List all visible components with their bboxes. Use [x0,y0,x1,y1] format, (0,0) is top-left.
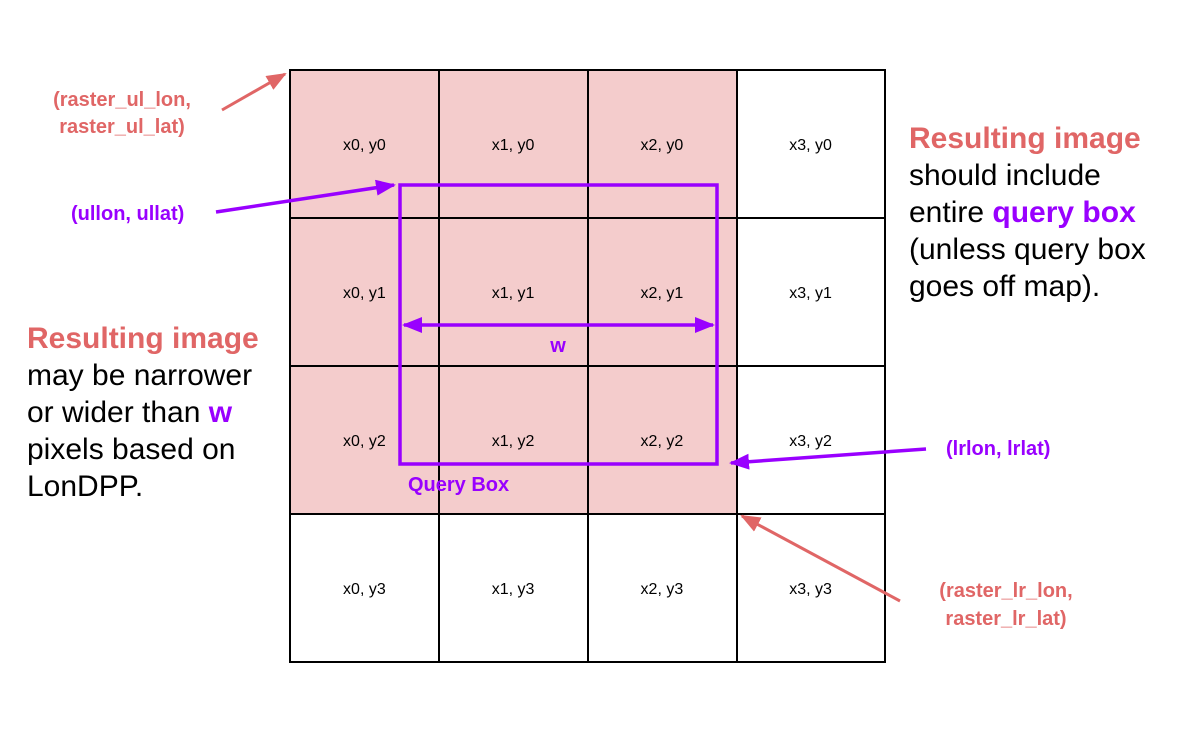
raster-ul-label-line2: raster_ul_lat) [59,116,185,138]
right-note-query-box-highlight: query box [992,196,1136,229]
raster-highlight-region [290,70,737,514]
right-note-line1: should include [909,159,1101,192]
left-note-w-highlight: w [208,396,233,429]
tile-label: x2, y0 [641,137,684,154]
raster-ul-arrow [221,72,287,112]
raster-lr-label-line2: raster_lr_lat) [945,608,1066,630]
left-note-line2-prefix: or wider than [27,396,209,429]
tile-label: x0, y0 [343,137,386,154]
tile-label: x3, y0 [789,137,832,154]
raster-lr-label-line1: (raster_lr_lon, [939,580,1072,602]
width-label: w [549,335,566,357]
right-note-line2-prefix: entire [909,196,993,229]
tile-grid [289,69,886,663]
raster-ul-label-line1: (raster_ul_lon, [53,89,191,111]
left-note-heading: Resulting image [27,322,259,355]
tile-labels: x0, y0 x1, y0 x2, y0 x3, y0 x0, y1 x1, y1 x2, … [343,137,832,598]
left-note-line3: pixels based on [27,433,236,466]
right-note-heading: Resulting image [909,122,1141,155]
tile-label: x0, y3 [343,581,386,598]
right-note-line4: goes off map). [909,270,1101,303]
right-note: Resulting image should include entire qu… [909,120,1146,305]
tile-label: x2, y1 [641,285,684,302]
lrlon-lrlat-arrow [729,447,927,470]
tile-label: x2, y3 [641,581,684,598]
tile-label: x1, y3 [492,581,535,598]
tile-label: x0, y2 [343,433,386,450]
left-note-line1: may be narrower [27,359,253,392]
raster-lr-arrow [740,514,901,603]
tile-label: x1, y0 [492,137,535,154]
tile-label: x3, y1 [789,285,832,302]
tile-label: x1, y2 [492,433,535,450]
tile-label: x2, y2 [641,433,684,450]
query-box-label: Query Box [408,474,509,496]
right-note-line3: (unless query box [909,233,1146,266]
tile-label: x3, y3 [789,581,832,598]
tile-label: x3, y2 [789,433,832,450]
left-note-line4: LonDPP. [27,470,144,503]
left-note: Resulting image may be narrower or wider… [27,320,259,505]
tile-label: x1, y1 [492,285,535,302]
tile-label: x0, y1 [343,285,386,302]
ullon-ullat-label: (ullon, ullat) [71,203,184,225]
lrlon-lrlat-label: (lrlon, lrlat) [946,438,1050,460]
query-box [398,183,719,466]
ullon-ullat-arrow [215,179,396,214]
